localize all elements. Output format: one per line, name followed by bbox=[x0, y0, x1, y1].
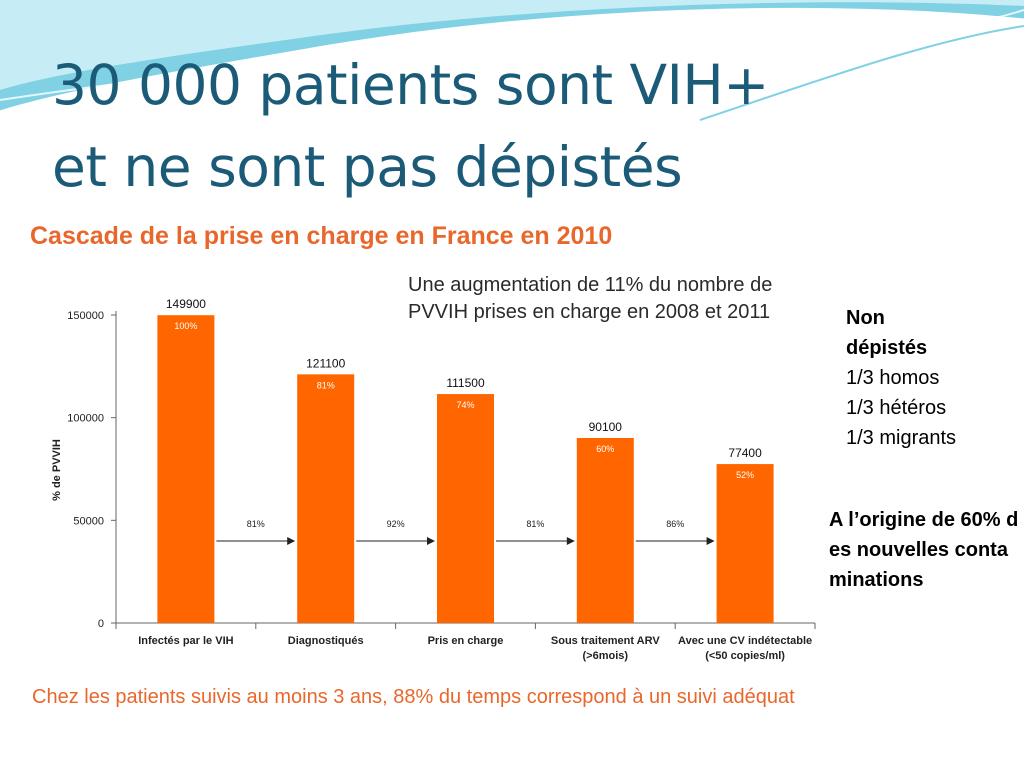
header-waves-decoration bbox=[0, 0, 1024, 121]
transition-percent-label: 92% bbox=[387, 519, 405, 529]
x-category-label: (>6mois) bbox=[583, 650, 629, 662]
chart-annotation: Une augmentation de 11% du nombre de PVV… bbox=[408, 274, 773, 323]
transition-arrowhead bbox=[287, 537, 296, 545]
chart-footnote: Chez les patients suivis au moins 3 ans,… bbox=[32, 686, 795, 708]
bar-percent-label: 52% bbox=[736, 470, 754, 480]
slide-title-line-2: et ne sont pas dépistés bbox=[52, 135, 683, 199]
slide-title-line-1: 30 000 patients sont VIH+ bbox=[52, 53, 769, 117]
undiagnosed-heading-line-2: dépistés bbox=[846, 337, 928, 359]
x-category-label: (<50 copies/ml) bbox=[705, 650, 785, 662]
bar bbox=[716, 464, 774, 623]
undiagnosed-item-heteros: 1/3 hétéros bbox=[846, 397, 947, 419]
transition-arrowhead bbox=[566, 537, 575, 545]
y-tick-label: 0 bbox=[98, 618, 104, 630]
bar-value-label: 149900 bbox=[166, 297, 206, 311]
transition-percent-label: 81% bbox=[526, 519, 544, 529]
x-category-label: Infectés par le VIH bbox=[138, 635, 233, 647]
slide-title: 30 000 patients sont VIH+ et ne sont pas… bbox=[52, 44, 769, 208]
undiagnosed-item-homos: 1/3 homos bbox=[846, 367, 940, 389]
x-category-label: Diagnostiqués bbox=[288, 635, 364, 647]
x-category-label: Sous traitement ARV bbox=[551, 635, 660, 647]
y-tick-label: 100000 bbox=[67, 413, 104, 425]
y-tick-label: 50000 bbox=[73, 515, 104, 527]
bar bbox=[576, 437, 634, 623]
bar-value-label: 90100 bbox=[589, 420, 623, 434]
bar-percent-label: 60% bbox=[596, 444, 614, 454]
undiagnosed-breakdown: Non dépistés 1/3 homos 1/3 hétéros 1/3 m… bbox=[846, 303, 1016, 453]
bar-percent-label: 100% bbox=[174, 321, 197, 331]
bar-percent-label: 74% bbox=[456, 400, 474, 410]
new-infections-note: A l’origine de 60% des nouvelles contami… bbox=[829, 509, 1019, 591]
x-category-label: Pris en charge bbox=[428, 635, 504, 647]
bar-value-label: 77400 bbox=[728, 446, 762, 460]
bar-value-label: 121100 bbox=[306, 356, 345, 370]
y-axis-label: % de PVVIH bbox=[51, 439, 63, 501]
transition-percent-label: 81% bbox=[247, 519, 265, 529]
bar bbox=[157, 315, 215, 623]
chart-title: Cascade de la prise en charge en France … bbox=[30, 222, 613, 250]
y-tick-label: 150000 bbox=[67, 310, 104, 322]
bar-percent-label: 81% bbox=[317, 380, 335, 390]
undiagnosed-item-migrants: 1/3 migrants bbox=[846, 427, 957, 449]
bar bbox=[437, 394, 494, 623]
transition-arrowhead bbox=[706, 537, 715, 545]
transition-arrowhead bbox=[427, 537, 435, 545]
bar-value-label: 111500 bbox=[446, 376, 485, 390]
x-category-label: Avec une CV indétectable bbox=[678, 635, 812, 647]
transition-percent-label: 86% bbox=[666, 519, 684, 529]
bar bbox=[297, 374, 355, 623]
undiagnosed-heading-line-1: Non bbox=[846, 307, 885, 329]
